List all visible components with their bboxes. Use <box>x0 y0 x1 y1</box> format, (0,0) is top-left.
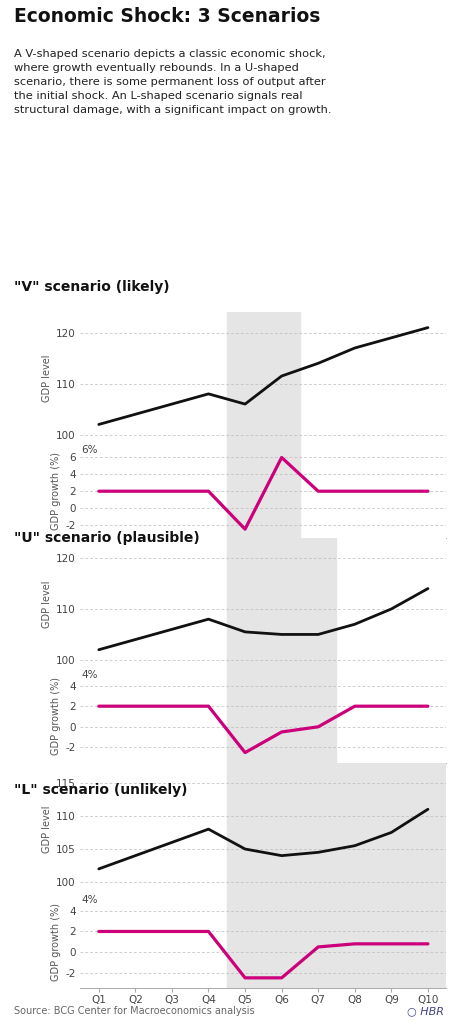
Y-axis label: GDP level: GDP level <box>41 806 51 853</box>
Y-axis label: GDP level: GDP level <box>42 581 51 628</box>
Bar <box>226 538 336 670</box>
Bar <box>226 444 299 538</box>
Text: "U" scenario (plausible): "U" scenario (plausible) <box>14 530 199 545</box>
Y-axis label: GDP level: GDP level <box>42 355 51 402</box>
Text: A V-shaped scenario depicts a classic economic shock,
where growth eventually re: A V-shaped scenario depicts a classic ec… <box>14 49 330 115</box>
Y-axis label: GDP growth (%): GDP growth (%) <box>51 678 61 756</box>
Text: "V" scenario (likely): "V" scenario (likely) <box>14 280 169 294</box>
Text: Economic Shock: 3 Scenarios: Economic Shock: 3 Scenarios <box>14 7 319 27</box>
Y-axis label: GDP growth (%): GDP growth (%) <box>51 903 61 981</box>
Text: 4%: 4% <box>81 670 97 680</box>
Text: 6%: 6% <box>81 444 97 455</box>
Bar <box>226 763 445 895</box>
Text: Source: BCG Center for Macroeconomics analysis: Source: BCG Center for Macroeconomics an… <box>14 1006 254 1016</box>
Y-axis label: GDP growth (%): GDP growth (%) <box>51 453 61 530</box>
Bar <box>226 895 445 988</box>
Bar <box>226 670 336 763</box>
Text: ○ HBR: ○ HBR <box>406 1006 443 1016</box>
Bar <box>226 312 299 444</box>
Text: "L" scenario (unlikely): "L" scenario (unlikely) <box>14 782 187 797</box>
Text: 4%: 4% <box>81 895 97 905</box>
